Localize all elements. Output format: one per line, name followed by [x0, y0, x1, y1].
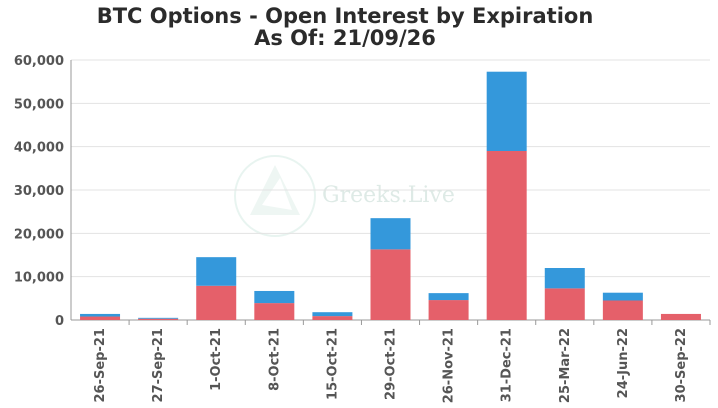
y-tick-label: 60,000: [14, 54, 64, 69]
bar-segment: [660, 313, 701, 320]
y-tick-label: 30,000: [14, 184, 64, 199]
x-tick-label: 15-Oct-21: [325, 328, 340, 400]
bar-segment: [428, 300, 469, 320]
bar-segment: [312, 312, 353, 317]
bar-segment: [370, 218, 411, 250]
bar-segment: [486, 71, 527, 151]
bar-segment: [196, 285, 237, 320]
x-tick-label: 26-Sep-21: [93, 328, 108, 402]
chart-title: BTC Options - Open Interest by Expiratio…: [96, 4, 594, 28]
bar-segment: [138, 318, 179, 320]
bar-segment: [196, 257, 237, 286]
x-tick-label: 31-Dec-21: [500, 328, 515, 402]
bar-segment: [602, 292, 643, 301]
x-tick-label: 8-Oct-21: [267, 328, 282, 391]
x-tick-label: 26-Nov-21: [442, 328, 457, 403]
bar-segment: [312, 316, 353, 320]
bar-segment: [80, 316, 121, 320]
y-tick-label: 10,000: [14, 271, 64, 286]
bar-segment: [138, 317, 179, 319]
bar-segment: [254, 303, 295, 320]
x-tick-label: 27-Sep-21: [151, 328, 166, 402]
x-tick-label: 1-Oct-21: [209, 328, 224, 391]
x-tick-label: 30-Sep-22: [674, 328, 689, 402]
y-tick-label: 0: [55, 314, 64, 329]
y-tick-label: 40,000: [14, 141, 64, 156]
bar-segment: [544, 288, 585, 320]
bar-segment: [544, 268, 585, 289]
y-tick-label: 20,000: [14, 227, 64, 242]
bar-segment: [602, 300, 643, 320]
bar-segment: [428, 293, 469, 301]
bar-segment: [80, 313, 121, 317]
bar-segment: [370, 249, 411, 320]
watermark-text: Greeks.Live: [322, 183, 455, 208]
x-tick-label: 29-Oct-21: [384, 328, 399, 400]
x-tick-label: 25-Mar-22: [558, 328, 573, 403]
y-tick-label: 50,000: [14, 97, 64, 112]
x-tick-label: 24-Jun-22: [616, 328, 631, 398]
watermark-logo: [234, 155, 316, 237]
bar-segment: [486, 151, 527, 320]
chart-subtitle: As Of: 21/09/26: [254, 26, 436, 50]
bar-segment: [254, 290, 295, 304]
